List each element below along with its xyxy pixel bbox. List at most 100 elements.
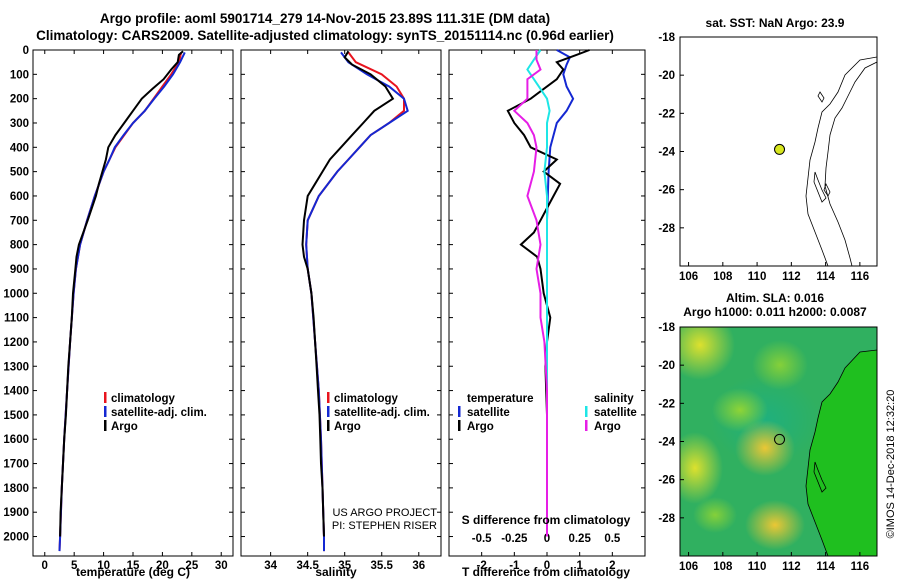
sla-land <box>805 349 877 556</box>
x-tick-label: 35 <box>338 560 351 572</box>
legend-label: Argo <box>111 421 138 433</box>
legend-swatch-satellite <box>104 406 107 417</box>
x-tick-label: 15 <box>127 560 140 572</box>
sla-cell <box>680 432 723 504</box>
legend-swatch-climatology <box>104 392 107 403</box>
sla-cell <box>745 500 805 550</box>
depth-tick-label: 1800 <box>3 483 29 495</box>
lon-tick-label: 116 <box>851 561 870 573</box>
salinity-lines <box>301 50 409 552</box>
salinity-xlabel: salinity <box>315 565 357 579</box>
x-tick-label: 5 <box>71 560 78 572</box>
series-line <box>546 49 575 537</box>
lat-tick-label: -22 <box>658 108 675 120</box>
legend-swatch-s-argo <box>585 420 588 431</box>
x-tick-label: -1 <box>509 560 520 572</box>
depth-tick-label: 800 <box>10 240 29 252</box>
legend-heading-salinity: salinity <box>594 393 634 405</box>
lat-tick-label: -22 <box>658 398 675 410</box>
legend-swatch-s-satellite <box>585 406 588 417</box>
x-tick-label: 0 <box>544 560 550 572</box>
x-tick-label: 0 <box>42 560 48 572</box>
legend-label: satellite-adj. clim. <box>334 407 430 419</box>
legend-label: Argo <box>467 421 494 433</box>
depth-tick-label: 400 <box>10 142 29 154</box>
x-top-tick-label: 0.5 <box>604 533 621 545</box>
legend-label: climatology <box>334 393 399 405</box>
difference-xlabel-top: S difference from climatology <box>462 513 631 527</box>
sla-cell <box>693 497 737 533</box>
legend-heading-temperature: temperature <box>467 393 533 405</box>
lon-tick-label: 108 <box>713 271 733 283</box>
lon-tick-label: 106 <box>679 561 698 573</box>
legend-swatch-t-satellite <box>458 406 461 417</box>
sst-map-axes: 106 108 110 112 114 116 -18 -20 -22 -24 -26 -28 <box>658 32 869 283</box>
x-tick-label: 20 <box>156 560 169 572</box>
lon-tick-label: 114 <box>816 561 835 573</box>
depth-tick-label: 500 <box>10 167 29 179</box>
lat-tick-label: -24 <box>658 147 675 159</box>
depth-tick-label: 1300 <box>3 361 29 373</box>
depth-tick-label: 1600 <box>3 434 29 446</box>
salinity-panel-frame <box>240 49 442 557</box>
sst-coastline <box>805 56 877 266</box>
lon-tick-label: 114 <box>816 271 835 283</box>
temperature-legend: climatology satellite-adj. clim. Argo <box>104 392 207 433</box>
legend-swatch-satellite <box>327 406 330 417</box>
x-tick-label: 1 <box>576 560 583 572</box>
sla-cell <box>752 340 808 390</box>
depth-axis: 0 100 200 300 400 500 600 700 800 900 1000 1100 1200… <box>3 45 645 544</box>
argo-float-marker <box>774 143 786 155</box>
project-note-line-1: US ARGO PROJECT <box>332 507 437 519</box>
project-note-line-2: PI: STEPHEN RISER <box>332 520 437 532</box>
lon-tick-label: 106 <box>679 271 698 283</box>
lat-tick-label: -18 <box>658 322 675 334</box>
title-line-2: Climatology: CARS2009. Satellite-adjuste… <box>36 28 614 43</box>
x-top-tick-label: 0 <box>544 533 550 545</box>
depth-tick-label: 300 <box>10 118 29 130</box>
sla-heatmap <box>680 327 877 556</box>
sla-coast-detail <box>813 461 827 493</box>
lat-tick-label: -20 <box>658 360 675 372</box>
depth-tick-label: 0 <box>23 45 29 57</box>
lon-tick-label: 116 <box>851 271 870 283</box>
legend-label: Argo <box>594 421 621 433</box>
x-tick-label: 36 <box>412 560 425 572</box>
depth-tick-label: 600 <box>10 191 29 203</box>
x-tick-label: 34 <box>264 560 277 572</box>
temperature-axis: 0 5 10 15 20 25 30 <box>42 50 228 572</box>
difference-xlabel: T difference from climatology <box>462 565 630 579</box>
x-tick-label: 10 <box>97 560 110 572</box>
x-tick-label: 2 <box>609 560 615 572</box>
depth-tick-label: 1500 <box>3 410 29 422</box>
imos-watermark: ©IMOS 14-Dec-2018 12:32:20 <box>885 390 897 539</box>
lat-tick-label: -28 <box>658 223 675 235</box>
difference-legend: temperature satellite Argo salinity sate… <box>458 393 637 433</box>
legend-label: satellite <box>467 407 510 419</box>
sst-map-frame <box>679 36 878 267</box>
legend-label: satellite-adj. clim. <box>111 407 207 419</box>
legend-label: Argo <box>334 421 361 433</box>
depth-tick-label: 1200 <box>3 337 29 349</box>
x-tick-label: 34.5 <box>296 560 319 572</box>
series-line <box>59 50 184 537</box>
lon-tick-label: 112 <box>782 271 801 283</box>
lat-tick-label: -26 <box>658 185 675 197</box>
depth-tick-label: 1400 <box>3 386 29 398</box>
depth-tick-label: 700 <box>10 215 29 227</box>
series-line <box>512 50 548 537</box>
lon-tick-label: 110 <box>748 561 767 573</box>
lon-tick-label: 110 <box>748 271 767 283</box>
title-line-1: Argo profile: aoml 5901714_279 14-Nov-20… <box>99 11 551 26</box>
sla-cell <box>712 388 768 432</box>
sla-map-subtitle: Argo h1000: 0.011 h2000: 0.0087 <box>683 305 867 319</box>
sla-map-axes: 106 108 110 112 114 116 -18 -20 -22 -24 -26 -28 <box>658 322 869 573</box>
lat-tick-label: -18 <box>658 32 675 44</box>
legend-swatch-t-argo <box>458 420 461 431</box>
sst-map-title: sat. SST: NaN Argo: 23.9 <box>706 16 845 30</box>
x-tick-label: 30 <box>215 560 228 572</box>
sla-map-title: Altim. SLA: 0.016 <box>726 291 824 305</box>
depth-tick-label: 1000 <box>3 288 29 300</box>
x-top-tick-label: -0.5 <box>472 533 492 545</box>
